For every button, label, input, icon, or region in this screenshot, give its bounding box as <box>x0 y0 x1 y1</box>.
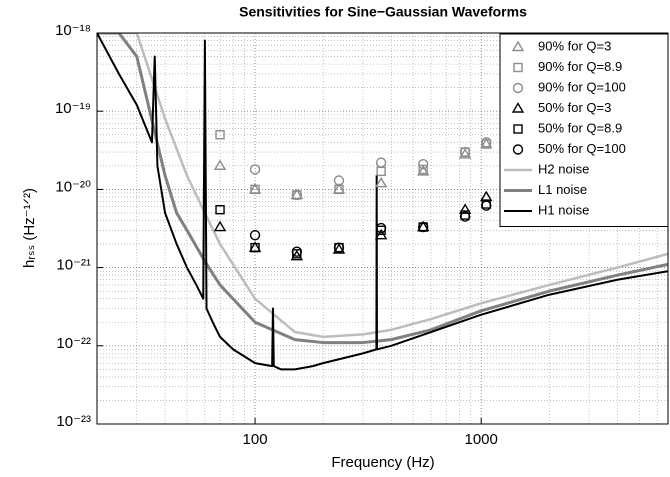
triangle-marker <box>458 148 472 159</box>
noise-line <box>97 33 668 371</box>
triangle-marker <box>416 164 430 176</box>
square-marker <box>418 164 428 175</box>
circle-marker <box>459 211 471 222</box>
y-tick-label: 10⁻¹⁸ <box>55 22 91 39</box>
triangle-marker <box>332 243 346 254</box>
x-tick-label: 1000 <box>465 431 498 448</box>
triangle-marker <box>374 176 388 188</box>
circle-marker <box>291 246 303 257</box>
x-axis-label: Frequency (Hz) <box>331 454 434 471</box>
y-tick-label: 10⁻²³ <box>56 413 91 430</box>
y-axis-label: hᵣₛₛ (Hz⁻¹ᐟ²) <box>21 188 38 268</box>
circle-marker <box>481 200 492 211</box>
noise-line <box>97 33 668 345</box>
legend-label: 50% for Q=100 <box>538 141 626 156</box>
triangle-marker <box>458 203 472 214</box>
circle-marker <box>417 159 429 170</box>
square-marker <box>215 205 225 215</box>
plot-frame <box>96 32 669 425</box>
legend-label: 90% for Q=8.9 <box>538 59 622 74</box>
noise-lines <box>97 33 668 371</box>
y-tick-label: 10⁻²⁰ <box>55 178 91 195</box>
triangle-marker <box>213 159 227 171</box>
triangle-marker <box>511 40 525 52</box>
circle-marker <box>333 175 345 186</box>
chart-title: Sensitivities for Sine−Gaussian Waveform… <box>239 4 527 20</box>
square-marker <box>513 62 523 73</box>
circle-marker <box>249 229 261 241</box>
circle-marker <box>375 157 387 168</box>
circle-marker <box>375 222 387 234</box>
legend-label: H2 noise <box>538 161 589 176</box>
circle-marker <box>459 146 471 158</box>
circle-marker <box>512 82 524 94</box>
legend-box <box>499 33 669 227</box>
legend-label: 90% for Q=100 <box>538 79 626 94</box>
legend-label: 50% for Q=3 <box>538 100 611 115</box>
legend: 90% for Q=3 90% for Q=8.9 90% for Q=100 50%… <box>499 33 669 227</box>
legend-label: L1 noise <box>538 182 587 197</box>
circle-marker <box>291 189 303 201</box>
circle-marker <box>249 164 261 175</box>
noise-line <box>97 33 668 339</box>
square-marker <box>215 130 225 140</box>
square-marker <box>513 124 523 134</box>
markers <box>213 130 493 261</box>
y-tick-label: 10⁻¹⁹ <box>55 100 91 117</box>
x-tick-label: 100 <box>243 431 268 448</box>
circle-marker <box>333 242 345 253</box>
y-tick-label: 10⁻²¹ <box>56 257 91 274</box>
legend-label: 90% for Q=3 <box>538 38 611 53</box>
triangle-marker <box>213 220 227 232</box>
legend-label: H1 noise <box>538 202 589 217</box>
legend-label: 50% for Q=8.9 <box>538 120 622 135</box>
square-marker <box>250 184 260 195</box>
circle-marker <box>481 137 492 148</box>
circle-marker <box>417 221 429 233</box>
grid: 100 1000 10⁻¹⁸ 10⁻¹⁹ 10⁻²⁰ 10⁻²¹ 10⁻²² 10⁻²³ <box>55 22 668 448</box>
circle-marker <box>512 144 524 155</box>
triangle-marker <box>511 102 525 113</box>
y-tick-label: 10⁻²² <box>56 335 91 352</box>
square-marker <box>250 242 260 253</box>
